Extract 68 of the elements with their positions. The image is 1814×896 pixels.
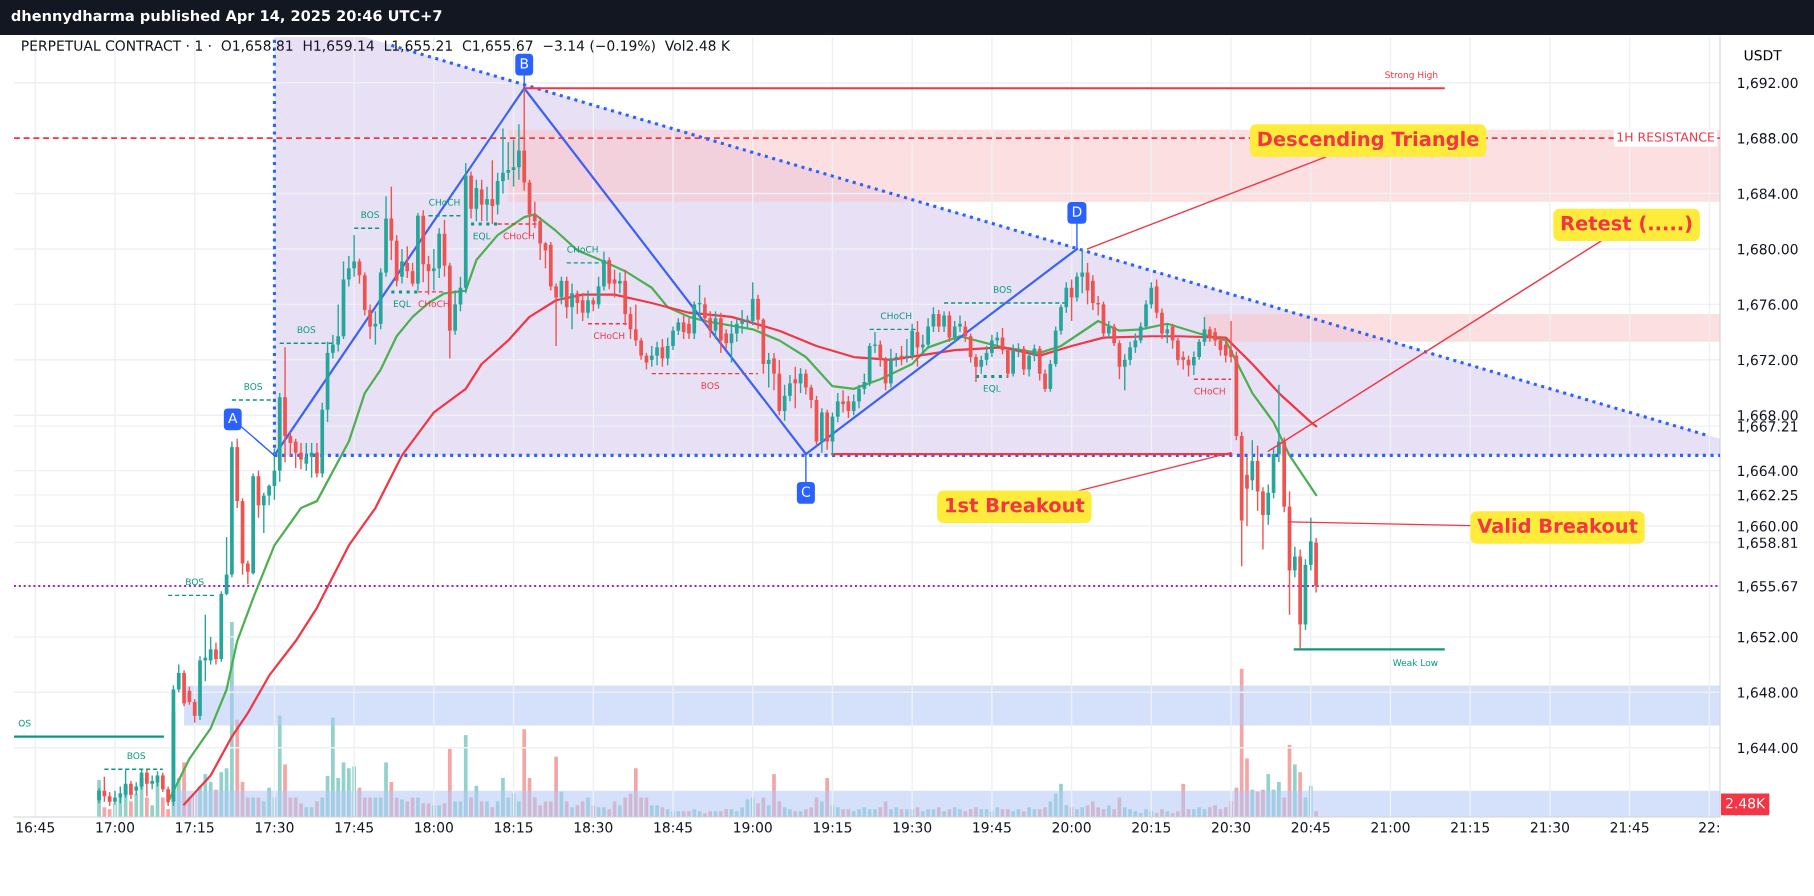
x-tick-label: 22: (1699, 822, 1719, 833)
x-tick-label: 17:45 (335, 822, 373, 833)
annotation: BOS (186, 578, 204, 586)
y-tick-label: 1,680.00 (1738, 243, 1798, 256)
series-label: Strong High (1385, 71, 1438, 80)
annotation: BOS (297, 326, 316, 334)
y-tick-label: 1,667.21 (1738, 421, 1798, 434)
y-tick-label: 1,668.00 (1738, 410, 1798, 423)
annotation: BOS (244, 383, 263, 390)
annotation: Descending Triangle (1258, 131, 1479, 151)
annotation: B (520, 58, 528, 69)
x-tick-label: 18:30 (574, 822, 613, 833)
y-tick-label: 1,658.81 (1738, 537, 1798, 550)
x-tick-label: 18:15 (495, 822, 533, 833)
annotation: CHoCH (503, 232, 534, 240)
x-tick-label: 16:45 (16, 822, 55, 833)
ref-line-label: 1H RESISTANCE (1617, 132, 1715, 142)
annotation: EQL (983, 384, 1001, 393)
y-tick-label: 1,648.00 (1738, 687, 1798, 700)
chart-title: dhennydharma published Apr 14, 2025 20:46 UTC+7 (11, 9, 442, 25)
x-tick-label: 18:00 (415, 822, 453, 833)
annotation: A (228, 413, 238, 424)
y-tick-label: 1,688.00 (1738, 133, 1798, 146)
annotation: Valid Breakout (1477, 518, 1638, 534)
annotation: Retest (.....) (1561, 215, 1692, 233)
x-tick-label: 19:30 (893, 822, 932, 833)
annotation: C (801, 486, 810, 497)
y-tick-label: 1,644.00 (1738, 742, 1798, 755)
annotation: BOS (993, 286, 1012, 293)
x-tick-label: 19:45 (973, 822, 1011, 833)
y-tick-label: 1,676.00 (1738, 299, 1798, 312)
annotation: D (1072, 206, 1082, 217)
x-tick-label: 21:00 (1371, 822, 1410, 833)
x-tick-label: 20:45 (1291, 822, 1330, 833)
chart-subtitle: PERPETUAL CONTRACT · 1 · O1,658.81 H1,659.14 L1,655.21 C1,655.67 −3.14 (−0.19%) Vol2.48 K (22, 40, 731, 53)
x-tick-label: 21:15 (1451, 822, 1490, 833)
series-label: Weak Low (1393, 659, 1438, 667)
text: 2.48K (1726, 797, 1766, 809)
annotation: OS (18, 719, 31, 727)
x-tick-label: 20:15 (1132, 822, 1171, 833)
annotation: CHoCH (1194, 387, 1225, 395)
y-tick-label: 1,684.00 (1738, 188, 1798, 201)
y-axis-title: USDT (1744, 50, 1782, 61)
x-tick-label: 17:15 (176, 822, 214, 833)
x-tick-label: 18:45 (654, 822, 692, 833)
x-tick-label: 17:30 (255, 822, 294, 833)
x-tick-label: 20:00 (1052, 822, 1091, 833)
annotation: EQL (393, 300, 411, 309)
x-tick-label: 19:15 (813, 822, 852, 833)
y-tick-label: 1,672.00 (1738, 354, 1798, 367)
x-tick-label: 17:00 (96, 822, 135, 833)
annotation: BOS (361, 211, 380, 219)
annotation: CHoCH (880, 312, 912, 320)
y-tick-label: 1,662.25 (1738, 489, 1798, 502)
y-tick-label: 1,692.00 (1738, 77, 1798, 90)
annotation: BOS (701, 382, 720, 389)
annotation: EQL (473, 232, 491, 241)
annotation: CHoCH (593, 332, 625, 340)
y-tick-label: 1,652.00 (1738, 631, 1798, 644)
y-tick-label: 1,655.67 (1738, 581, 1798, 593)
y-tick-label: 1,660.00 (1738, 521, 1798, 533)
annotation: 1st Breakout (946, 497, 1085, 513)
x-tick-label: 21:30 (1530, 822, 1570, 833)
x-tick-label: 21:45 (1610, 822, 1649, 833)
y-tick-label: 1,664.00 (1738, 465, 1798, 478)
x-tick-label: 19:00 (734, 822, 772, 833)
annotation: BOS (127, 752, 146, 760)
x-tick-label: 20:30 (1212, 822, 1251, 833)
